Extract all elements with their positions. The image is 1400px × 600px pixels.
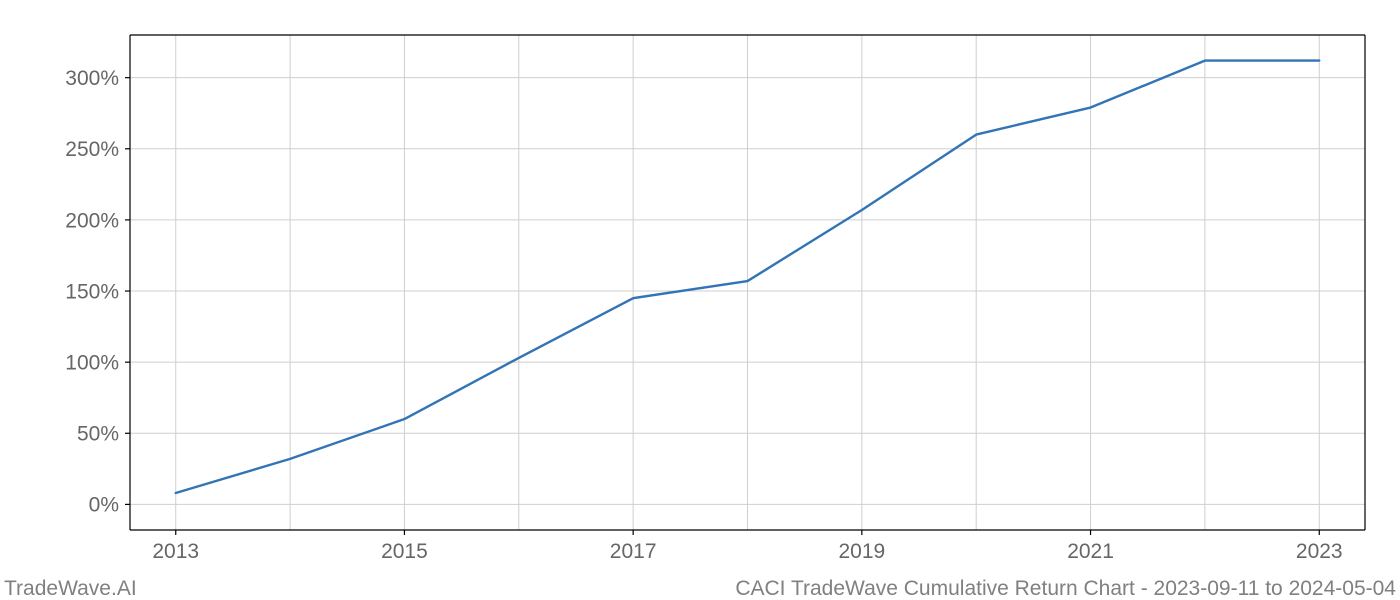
y-tick-label: 150% xyxy=(65,280,119,303)
chart-caption: CACI TradeWave Cumulative Return Chart -… xyxy=(735,577,1396,600)
x-tick-label: 2015 xyxy=(381,540,428,563)
x-tick-label: 2013 xyxy=(152,540,199,563)
y-tick-label: 200% xyxy=(65,209,119,232)
chart-container: 2013 2015 2017 2019 2021 2023 0% 50% 100% 150% 20… xyxy=(0,0,1400,600)
y-tick-label: 250% xyxy=(65,138,119,161)
y-tick-label: 300% xyxy=(65,67,119,90)
y-tick-label: 50% xyxy=(77,423,119,446)
brand-label: TradeWave.AI xyxy=(4,577,137,600)
x-tick-label: 2021 xyxy=(1067,540,1114,563)
cumulative-return-line-chart: 2013 2015 2017 2019 2021 2023 0% 50% 100% 150% 20… xyxy=(0,0,1400,600)
chart-background xyxy=(0,0,1400,600)
x-tick-label: 2017 xyxy=(610,540,657,563)
y-tick-label: 100% xyxy=(65,352,119,375)
x-tick-label: 2023 xyxy=(1296,540,1343,563)
y-tick-label: 0% xyxy=(89,494,119,517)
x-tick-label: 2019 xyxy=(838,540,885,563)
